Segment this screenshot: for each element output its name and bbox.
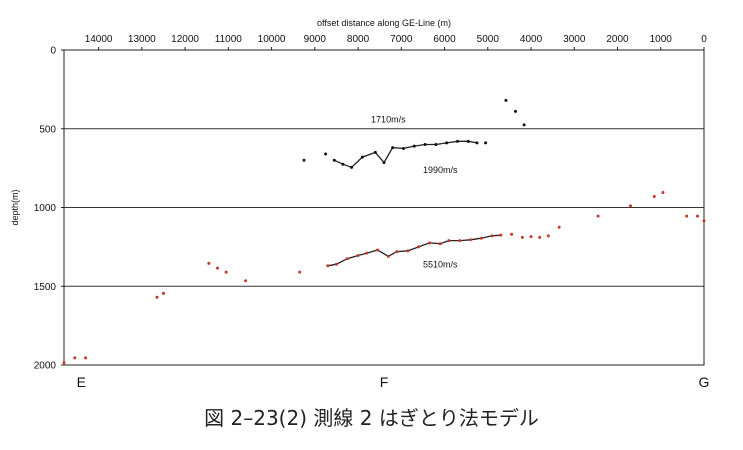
velocity-label: 1990m/s — [423, 165, 458, 175]
data-point — [376, 248, 380, 252]
y-tick-label: 1500 — [34, 282, 57, 293]
data-point — [468, 238, 472, 242]
data-point — [62, 361, 66, 365]
data-point — [207, 261, 211, 265]
data-point — [224, 270, 228, 274]
data-point — [356, 254, 360, 258]
x-tick-label: 5000 — [477, 34, 500, 45]
x-tick-label: 12000 — [171, 34, 199, 45]
data-point — [345, 257, 349, 261]
data-point — [546, 234, 550, 238]
x-tick-label: 9000 — [304, 34, 327, 45]
y-tick-label: 500 — [39, 124, 56, 135]
x-tick-label: 10000 — [258, 34, 286, 45]
series-line — [327, 234, 501, 267]
figure-caption: 図 2–23(2) 測線 2 はぎとり法モデル — [204, 406, 539, 430]
data-point — [499, 233, 503, 237]
data-point — [434, 143, 438, 146]
location-label: F — [380, 374, 389, 390]
x-tick-label: 3000 — [563, 34, 586, 45]
data-point — [298, 270, 302, 274]
data-point — [447, 239, 451, 243]
y-axis-title: depth(m) — [10, 189, 20, 225]
data-point — [529, 235, 533, 239]
x-tick-label: 0 — [701, 34, 707, 45]
x-tick-label: 14000 — [85, 34, 113, 45]
data-point — [386, 254, 390, 258]
data-point — [596, 214, 600, 218]
x-tick-label: 7000 — [390, 34, 413, 45]
data-point — [216, 266, 220, 270]
data-point — [73, 356, 77, 360]
data-point — [423, 143, 427, 146]
data-point — [350, 165, 354, 169]
data-point — [456, 139, 460, 143]
x-tick-label: 6000 — [433, 34, 456, 45]
data-point — [302, 158, 306, 162]
data-point — [341, 162, 345, 166]
data-point — [382, 161, 386, 165]
data-point — [84, 356, 88, 360]
data-point — [466, 139, 470, 143]
data-point — [520, 235, 524, 239]
data-point — [373, 150, 377, 154]
x-tick-label: 1000 — [650, 34, 673, 45]
data-point — [490, 234, 494, 238]
data-point — [438, 242, 442, 246]
data-point — [360, 155, 364, 159]
x-axis-title: offset distance along GE-Line (m) — [317, 18, 451, 28]
data-point — [155, 295, 159, 299]
y-tick-label: 0 — [50, 46, 56, 57]
data-point — [479, 236, 483, 240]
data-point — [332, 158, 336, 162]
series-line — [334, 140, 478, 169]
x-tick-label: 13000 — [128, 34, 156, 45]
data-point — [324, 152, 328, 156]
data-point — [702, 219, 706, 223]
data-point — [412, 144, 416, 148]
x-tick-label: 8000 — [347, 34, 370, 45]
x-tick-label: 4000 — [520, 34, 543, 45]
data-point — [696, 214, 700, 218]
data-point — [557, 225, 561, 229]
data-point — [244, 279, 248, 283]
data-point — [538, 235, 542, 239]
location-label: E — [77, 374, 86, 390]
data-point — [458, 239, 462, 243]
data-point — [685, 214, 689, 218]
data-point — [334, 262, 338, 266]
data-point — [628, 204, 632, 208]
data-point — [513, 109, 517, 113]
data-point — [326, 264, 330, 268]
data-point — [427, 241, 431, 245]
data-point — [406, 249, 410, 253]
x-tick-label: 11000 — [215, 34, 243, 45]
data-point — [445, 141, 449, 145]
data-point — [504, 98, 508, 102]
data-point — [365, 251, 369, 255]
data-point — [510, 232, 514, 236]
data-point — [475, 141, 479, 145]
data-point — [661, 191, 665, 195]
y-tick-label: 2000 — [34, 361, 57, 372]
data-point — [417, 245, 421, 249]
data-point — [522, 123, 526, 127]
velocity-label: 1710m/s — [371, 114, 406, 124]
data-point — [652, 194, 656, 198]
chart: offset distance along GE-Line (m) 14000 13… — [10, 18, 710, 390]
data-point — [161, 291, 165, 295]
data-point — [401, 146, 405, 150]
y-tick-label: 1000 — [34, 203, 57, 214]
location-label: G — [699, 374, 710, 390]
data-point — [484, 141, 488, 145]
velocity-label: 5510m/s — [423, 259, 458, 269]
data-point — [391, 146, 395, 150]
x-tick-label: 2000 — [606, 34, 629, 45]
data-point — [395, 250, 399, 254]
